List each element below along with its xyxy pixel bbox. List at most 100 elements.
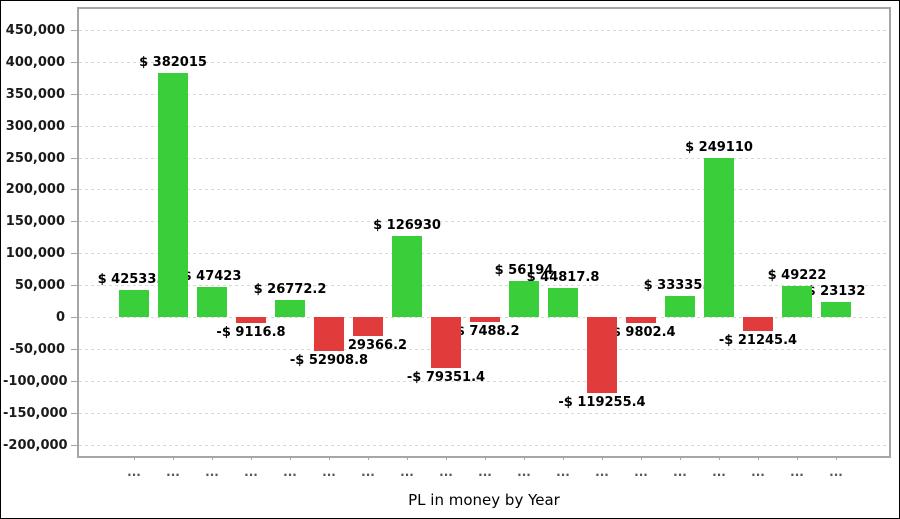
- y-axis-label: 100,000: [5, 246, 65, 262]
- y-gridline: [79, 253, 889, 255]
- x-axis-tick: [563, 456, 564, 460]
- bar-negative: [626, 317, 656, 324]
- bar-negative: [431, 317, 461, 368]
- x-axis-tick-label: ...: [829, 465, 843, 479]
- y-axis-tick: [71, 30, 78, 31]
- y-axis-tick: [71, 125, 78, 127]
- x-axis-tick: [251, 456, 252, 460]
- bar-value-label: $ 126930: [373, 218, 441, 234]
- x-axis-tick: [173, 456, 174, 460]
- bar-value-label: $ 56194: [494, 263, 554, 279]
- y-gridline: [79, 157, 889, 159]
- bar-negative: [587, 317, 617, 394]
- x-axis-tick-label: ...: [322, 465, 336, 479]
- x-axis-tick-label: ...: [595, 465, 609, 479]
- y-axis-tick: [71, 157, 78, 159]
- bar-value-label: -$ 119255.4: [558, 395, 646, 411]
- x-axis-tick-label: ...: [673, 465, 687, 479]
- bar-value-label: -$ 7488.2: [450, 323, 520, 339]
- bar-positive: [392, 236, 422, 317]
- y-gridline: [79, 125, 889, 127]
- y-gridline: [79, 348, 889, 350]
- y-axis-label: 450,000: [5, 23, 65, 38]
- x-axis-tick-label: ...: [439, 465, 453, 479]
- bar-value-label: -$ 29366.2: [328, 337, 408, 353]
- bar-negative: [743, 317, 773, 331]
- x-axis-tick: [797, 456, 798, 460]
- bar-value-label: $ 47423: [182, 268, 242, 284]
- x-axis-tick-label: ...: [166, 465, 180, 479]
- x-axis-tick-label: ...: [478, 465, 492, 479]
- y-axis-label: 50,000: [14, 278, 65, 294]
- y-gridline: [79, 221, 889, 223]
- y-axis-tick: [71, 317, 78, 318]
- y-axis-tick: [71, 189, 78, 191]
- bar-positive: [821, 302, 851, 317]
- x-axis-tick-label: ...: [127, 465, 141, 479]
- bar-value-label: -$ 21245.4: [718, 332, 798, 348]
- x-axis-tick: [446, 456, 447, 460]
- bar-positive: [275, 299, 305, 317]
- bar-value-label: $ 382015: [139, 55, 207, 71]
- x-axis-tick-label: ...: [751, 465, 765, 479]
- x-axis-tick: [680, 456, 681, 460]
- y-axis-label: -200,000: [3, 437, 68, 453]
- bar-value-label: $ 44817.8: [526, 270, 600, 286]
- y-axis-tick: [71, 93, 78, 95]
- x-axis-tick-label: ...: [556, 465, 570, 479]
- x-axis-tick: [329, 456, 330, 460]
- bar-positive: [665, 295, 695, 317]
- x-axis-tick-label: ...: [634, 465, 648, 479]
- bar-negative: [314, 317, 344, 351]
- y-axis-label: 150,000: [5, 214, 65, 230]
- x-axis-tick-label: ...: [517, 465, 531, 479]
- y-axis-label: -50,000: [9, 341, 65, 357]
- x-axis-tick: [407, 456, 408, 460]
- bar-value-label: $ 249110: [685, 140, 753, 156]
- y-gridline: [79, 380, 889, 382]
- bar-negative: [236, 317, 266, 323]
- x-axis-tick: [602, 456, 603, 460]
- y-axis-label: -150,000: [3, 405, 68, 421]
- x-axis-tick: [212, 456, 213, 460]
- x-axis-tick-label: ...: [790, 465, 804, 479]
- y-axis-label: 0: [55, 310, 65, 325]
- x-axis-tick: [134, 456, 135, 460]
- bar-positive: [782, 285, 812, 317]
- y-axis-tick: [71, 61, 78, 63]
- x-axis-tick-label: ...: [205, 465, 219, 479]
- bar-negative: [353, 317, 383, 336]
- y-axis-tick: [71, 285, 78, 287]
- y-gridline: [79, 444, 889, 446]
- y-gridline: [79, 189, 889, 191]
- bar-positive: [704, 158, 734, 317]
- y-gridline: [79, 93, 889, 95]
- y-axis-tick: [71, 253, 78, 255]
- x-axis-tick-label: ...: [400, 465, 414, 479]
- y-gridline: [79, 61, 889, 63]
- x-axis-tick: [368, 456, 369, 460]
- bar-value-label: -$ 9802.4: [606, 325, 676, 341]
- x-axis-tick: [485, 456, 486, 460]
- bar-negative: [470, 317, 500, 322]
- y-axis-tick: [71, 444, 78, 446]
- y-axis-tick: [71, 412, 78, 414]
- y-axis-label: 300,000: [5, 118, 65, 134]
- x-axis-tick-label: ...: [712, 465, 726, 479]
- bar-positive: [158, 73, 188, 317]
- y-axis-label: 350,000: [5, 86, 65, 102]
- x-axis-title: PL in money by Year: [408, 491, 560, 509]
- bar-value-label: $ 26772.2: [253, 281, 327, 297]
- bar-positive: [119, 289, 149, 317]
- y-axis-label: 400,000: [5, 54, 65, 70]
- x-axis-tick: [719, 456, 720, 460]
- bar-positive: [509, 281, 539, 317]
- x-axis-tick-label: ...: [244, 465, 258, 479]
- x-axis-tick-label: ...: [361, 465, 375, 479]
- y-axis-tick: [71, 380, 78, 382]
- bar-value-label: $ 33335.1: [643, 277, 717, 293]
- y-axis-label: 250,000: [5, 150, 65, 166]
- x-axis-tick: [641, 456, 642, 460]
- bar-value-label: -$ 52908.8: [289, 352, 369, 368]
